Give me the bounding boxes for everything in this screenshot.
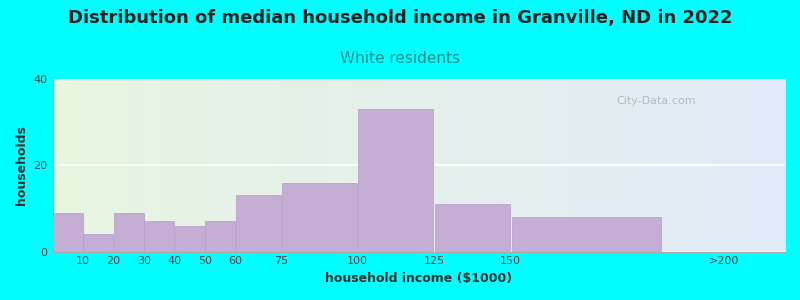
Bar (83, 234, 114, 252)
Bar (512, 217, 662, 252)
Text: White residents: White residents (340, 51, 460, 66)
X-axis label: household income ($1000): household income ($1000) (326, 272, 512, 285)
Bar (114, 213, 144, 252)
Bar (53, 213, 82, 252)
Text: Distribution of median household income in Granville, ND in 2022: Distribution of median household income … (68, 9, 732, 27)
Y-axis label: households: households (15, 125, 28, 205)
Bar (206, 221, 235, 252)
Bar (236, 196, 281, 252)
Bar (175, 226, 205, 252)
Bar (145, 221, 174, 252)
Bar (282, 182, 357, 252)
Text: City-Data.com: City-Data.com (617, 96, 696, 106)
Bar (434, 204, 510, 252)
Bar (358, 109, 434, 252)
